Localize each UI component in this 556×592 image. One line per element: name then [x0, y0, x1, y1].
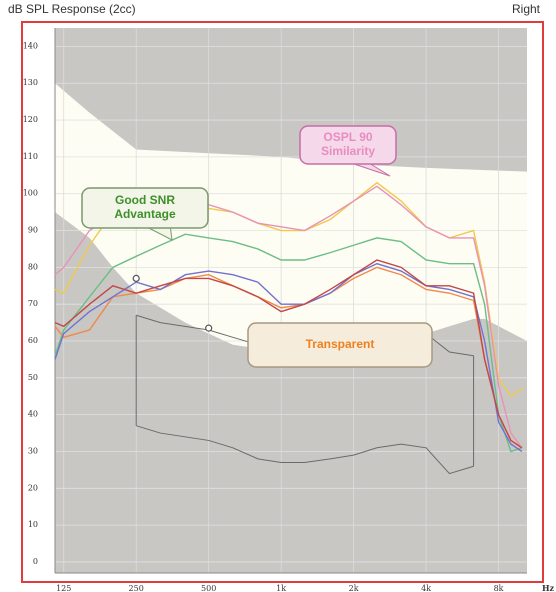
x-unit-label: Hz — [542, 583, 555, 592]
x-tick-label: 4k — [421, 584, 431, 592]
y-tick-label: 30 — [28, 446, 38, 455]
callout-box — [81, 187, 209, 229]
series-line — [54, 233, 523, 453]
y-tick-label: 60 — [28, 336, 38, 345]
annotation: Similarity — [321, 144, 375, 158]
annotation: OSPL 90 — [323, 130, 372, 144]
marker — [205, 324, 213, 332]
y-tick-label: 0 — [33, 557, 38, 566]
annotation: Good SNR — [115, 193, 175, 207]
marker — [132, 274, 140, 283]
y-tick-label: 140 — [23, 41, 38, 50]
annotation: Transparent — [306, 337, 375, 351]
x-tick-label: 2k — [349, 584, 359, 592]
callout-box — [299, 125, 397, 165]
annotation: Advantage — [114, 207, 176, 221]
chart-title: dB SPL Response (2cc) — [8, 2, 136, 16]
x-tick-label: 125 — [56, 584, 71, 592]
y-tick-label: 10 — [28, 520, 38, 529]
y-tick-label: 90 — [28, 226, 38, 235]
x-tick-label: 500 — [201, 584, 216, 592]
side-label: Right — [512, 2, 541, 16]
x-tick-label: 250 — [129, 584, 144, 592]
shaded-region — [55, 212, 527, 573]
y-tick-label: 100 — [23, 189, 38, 198]
y-tick-label: 120 — [23, 115, 38, 124]
y-tick-label: 80 — [28, 262, 38, 271]
y-tick-label: 110 — [23, 152, 38, 161]
y-tick-label: 20 — [28, 483, 38, 492]
plot-area: 0 10 20 30 40 50 60 70 80 90 100 110 120 130 140 125 250… — [23, 28, 555, 592]
speech-range-lower — [136, 425, 474, 475]
callout-box — [247, 322, 433, 368]
x-tick-label: 1k — [276, 584, 286, 592]
frame — [21, 21, 544, 583]
y-tick-label: 130 — [23, 78, 38, 87]
series-line — [54, 259, 523, 449]
y-tick-label: 50 — [28, 373, 38, 382]
y-tick-label: 40 — [28, 410, 38, 419]
x-tick-label: 8k — [494, 584, 504, 592]
shaded-region — [55, 28, 527, 172]
y-tick-label: 70 — [28, 299, 38, 308]
